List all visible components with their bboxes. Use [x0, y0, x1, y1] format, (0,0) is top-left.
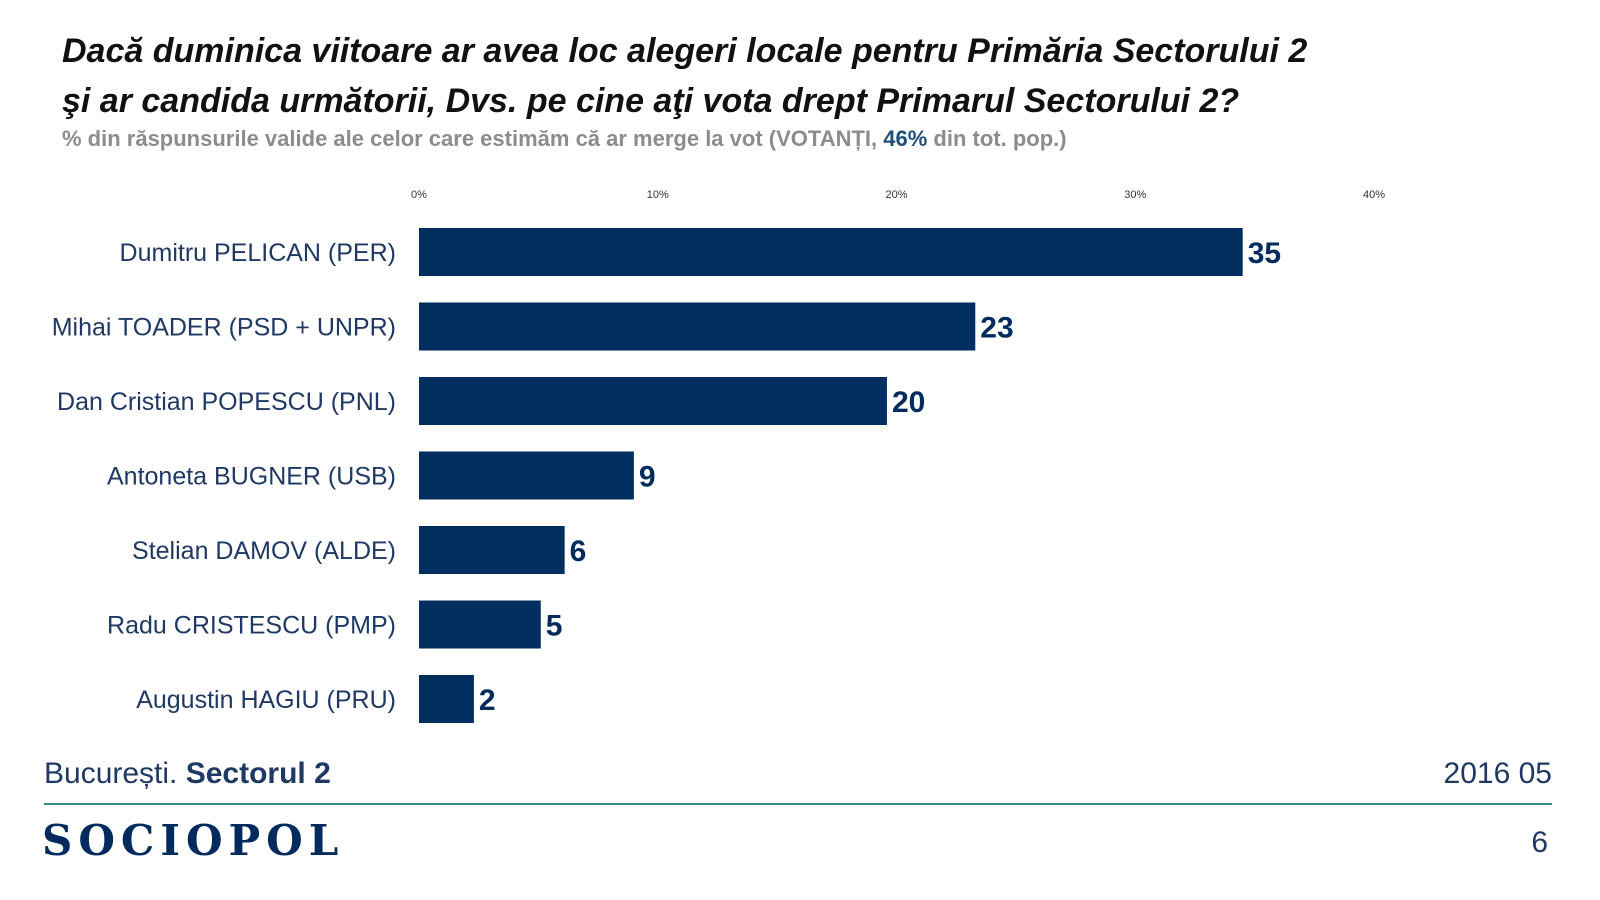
- category-label: Antoneta BUGNER (USB): [107, 463, 396, 491]
- page-number: 6: [1531, 826, 1548, 859]
- sociopol-logo: SOCIOPOL: [42, 816, 345, 865]
- category-label: Mihai TOADER (PSD + UNPR): [52, 314, 396, 342]
- chart-subtitle: % din răspunsurile valide ale celor care…: [62, 126, 1067, 152]
- x-tick-label: 10%: [647, 189, 669, 201]
- bar: [419, 228, 1243, 276]
- data-label: 35: [1248, 237, 1281, 270]
- subtitle-highlight: 46%: [883, 126, 928, 151]
- category-label: Dan Cristian POPESCU (PNL): [57, 388, 396, 416]
- data-label: 6: [570, 535, 587, 568]
- data-label: 2: [479, 684, 496, 717]
- bar: [419, 600, 541, 649]
- x-tick-label: 30%: [1124, 189, 1146, 201]
- bar: [419, 302, 976, 351]
- chart-title-line-1: Dacă duminica viitoare ar avea loc alege…: [62, 32, 1308, 70]
- data-label: 20: [892, 386, 925, 419]
- chart-title: Dacă duminica viitoare ar avea loc alege…: [62, 26, 1482, 126]
- category-label: Augustin HAGIU (PRU): [136, 686, 396, 714]
- bar-chart: 0% 10% 20% 30% 40% Dumitru PELICAN (PER) 35 Mih…: [52, 189, 1385, 723]
- category-label: Stelian DAMOV (ALDE): [132, 537, 396, 565]
- subtitle-suffix: din tot. pop.): [927, 126, 1067, 151]
- x-tick-label: 20%: [885, 189, 907, 201]
- bar: [419, 526, 565, 574]
- data-label: 23: [980, 312, 1013, 345]
- bar: [419, 377, 887, 425]
- chart-title-line-2: şi ar candida următorii, Dvs. pe cine aţ…: [62, 82, 1240, 120]
- footer-date: 2016 05: [1443, 757, 1552, 790]
- data-label: 9: [639, 461, 656, 494]
- bar: [419, 675, 474, 723]
- footer-location-bold: Sectorul 2: [185, 757, 331, 790]
- category-label: Radu CRISTESCU (PMP): [107, 612, 396, 640]
- footer-divider: [44, 803, 1552, 805]
- category-label: Dumitru PELICAN (PER): [120, 239, 396, 267]
- subtitle-prefix: % din răspunsurile valide ale celor care…: [62, 126, 884, 151]
- x-tick-label: 0%: [411, 189, 427, 201]
- footer-location-prefix: București.: [44, 757, 186, 790]
- x-tick-label: 40%: [1363, 189, 1385, 201]
- bar: [419, 451, 634, 500]
- data-label: 5: [546, 610, 563, 643]
- footer-location: București. Sectorul 2: [44, 757, 331, 791]
